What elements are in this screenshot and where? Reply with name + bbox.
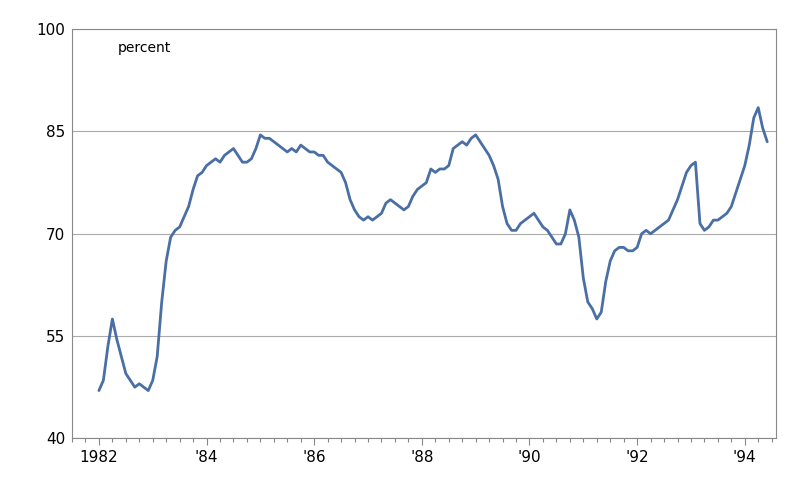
Text: percent: percent xyxy=(118,41,171,56)
